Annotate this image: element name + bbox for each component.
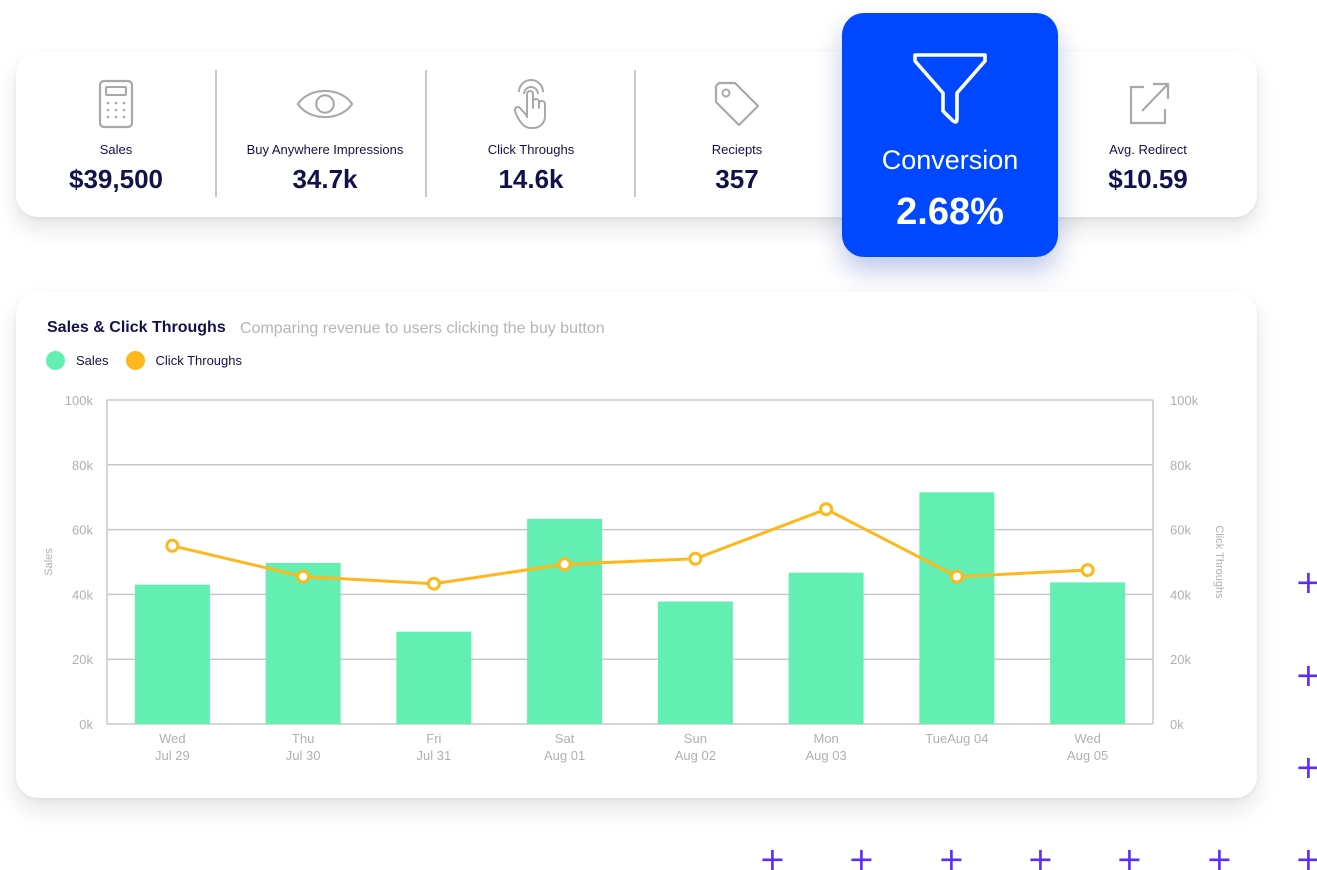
- kpi-receipts[interactable]: Reciepts 357: [644, 52, 830, 217]
- plus-decoration: +: [1295, 656, 1317, 694]
- kpi-label: Reciepts: [711, 142, 763, 157]
- kpi-label: Sales: [99, 142, 133, 157]
- y-tick-label: 100k: [65, 393, 94, 408]
- sales-bar: [396, 631, 472, 724]
- y2-tick-label: 20k: [1170, 652, 1191, 667]
- sales-bar: [657, 601, 733, 724]
- external-link-icon: [1129, 82, 1170, 125]
- x-tick-sublabel: Jul 31: [417, 748, 452, 763]
- click-throughs-point: [949, 569, 964, 584]
- kpi-value: $39,500: [69, 164, 163, 194]
- kpi-value: 14.6k: [498, 164, 564, 194]
- y2-tick-label: 0k: [1170, 717, 1184, 732]
- y2-axis-title: Click Throughs: [1213, 525, 1225, 599]
- x-tick-label: Fri: [426, 731, 441, 746]
- legend-swatch-sales: [46, 351, 65, 370]
- divider: [215, 70, 217, 197]
- plus-decoration: +: [1295, 748, 1317, 786]
- x-tick-label: TueAug 04: [925, 731, 988, 746]
- plus-decoration: +: [938, 840, 965, 870]
- x-tick-label: Wed: [1074, 731, 1101, 746]
- conversion-label: Conversion: [881, 145, 1019, 175]
- chart-card: Sales & Click Throughs Comparing revenue…: [16, 292, 1257, 798]
- x-tick-label: Sun: [684, 731, 707, 746]
- click-throughs-point: [557, 557, 572, 572]
- plus-decoration: +: [1206, 840, 1233, 870]
- x-tick-sublabel: Jul 30: [286, 748, 321, 763]
- pointer-hand-icon: [513, 79, 546, 129]
- y2-tick-label: 80k: [1170, 458, 1191, 473]
- x-tick-sublabel: Aug 01: [544, 748, 585, 763]
- click-throughs-point: [819, 502, 834, 517]
- click-throughs-line: [172, 507, 1088, 586]
- x-tick-sublabel: Aug 03: [806, 748, 847, 763]
- kpi-label: Buy Anywhere Impressions: [246, 142, 404, 157]
- kpi-avg-redirect[interactable]: Avg. Redirect $10.59: [1066, 52, 1230, 217]
- legend-item-click-throughs[interactable]: Click Throughs: [125, 351, 242, 370]
- y-tick-label: 80k: [72, 458, 93, 473]
- click-throughs-point: [296, 569, 311, 584]
- click-throughs-point: [1080, 563, 1095, 578]
- plus-decoration: +: [759, 840, 786, 870]
- divider: [425, 70, 427, 197]
- conversion-card[interactable]: Conversion 2.68%: [842, 13, 1058, 257]
- sales-bar: [134, 584, 210, 724]
- plus-decoration: +: [1295, 563, 1317, 601]
- kpi-value: $10.59: [1108, 164, 1188, 194]
- plus-decoration: +: [1027, 840, 1054, 870]
- conversion-value: 2.68%: [896, 191, 1004, 233]
- sales-bar: [788, 572, 864, 724]
- x-tick-label: Wed: [159, 731, 186, 746]
- sales-bar: [919, 492, 995, 724]
- x-tick-sublabel: Aug 05: [1067, 748, 1108, 763]
- legend-item-sales[interactable]: Sales: [46, 351, 109, 370]
- chart-plot: 0k 0k 20k 20k 40k 40k 60k 60k 80k 80k 100k 100k Sale…: [43, 393, 1225, 763]
- sales-bar: [527, 518, 603, 724]
- divider: [634, 70, 636, 197]
- plus-decoration: +: [1295, 840, 1317, 870]
- kpi-impressions[interactable]: Buy Anywhere Impressions 34.7k: [225, 52, 425, 217]
- chart-subtitle: Comparing revenue to users clicking the …: [240, 320, 605, 337]
- y-tick-label: 0k: [79, 717, 93, 732]
- kpi-sales[interactable]: Sales $39,500: [36, 52, 196, 217]
- y-tick-label: 20k: [72, 652, 93, 667]
- x-tick-label: Mon: [813, 731, 838, 746]
- click-throughs-point: [426, 576, 441, 591]
- y2-tick-label: 60k: [1170, 523, 1191, 538]
- legend-label: Click Throughs: [155, 353, 242, 368]
- y-tick-label: 60k: [72, 523, 93, 538]
- kpi-value: 34.7k: [292, 164, 358, 194]
- chart-title: Sales & Click Throughs: [47, 319, 226, 336]
- x-tick-label: Thu: [292, 731, 314, 746]
- x-tick-label: Sat: [555, 731, 575, 746]
- legend-label: Sales: [76, 353, 109, 368]
- kpi-card: Sales $39,500 Buy Anywhere Impressions 3…: [16, 52, 1257, 217]
- click-throughs-point: [688, 551, 703, 566]
- funnel-icon: [913, 53, 987, 124]
- legend-swatch-click-throughs: [125, 351, 145, 370]
- chart-legend: Sales Click Throughs: [46, 351, 259, 370]
- y-tick-label: 40k: [72, 587, 93, 602]
- kpi-value: 357: [715, 164, 759, 194]
- kpi-label: Avg. Redirect: [1109, 142, 1187, 157]
- tag-icon: [714, 81, 760, 127]
- y-axis-title: Sales: [43, 548, 55, 576]
- calculator-icon: [98, 79, 134, 129]
- y2-tick-label: 40k: [1170, 587, 1191, 602]
- plus-decoration: +: [848, 840, 875, 870]
- kpi-label: Click Throughs: [487, 142, 575, 157]
- x-tick-sublabel: Jul 29: [155, 748, 190, 763]
- y2-tick-label: 100k: [1170, 393, 1199, 408]
- plus-decoration: +: [1116, 840, 1143, 870]
- kpi-click-throughs[interactable]: Click Throughs 14.6k: [435, 52, 627, 217]
- x-tick-sublabel: Aug 02: [675, 748, 716, 763]
- eye-icon: [296, 90, 354, 118]
- click-throughs-point: [165, 538, 180, 553]
- sales-bar: [265, 562, 341, 724]
- sales-bar: [1050, 582, 1126, 724]
